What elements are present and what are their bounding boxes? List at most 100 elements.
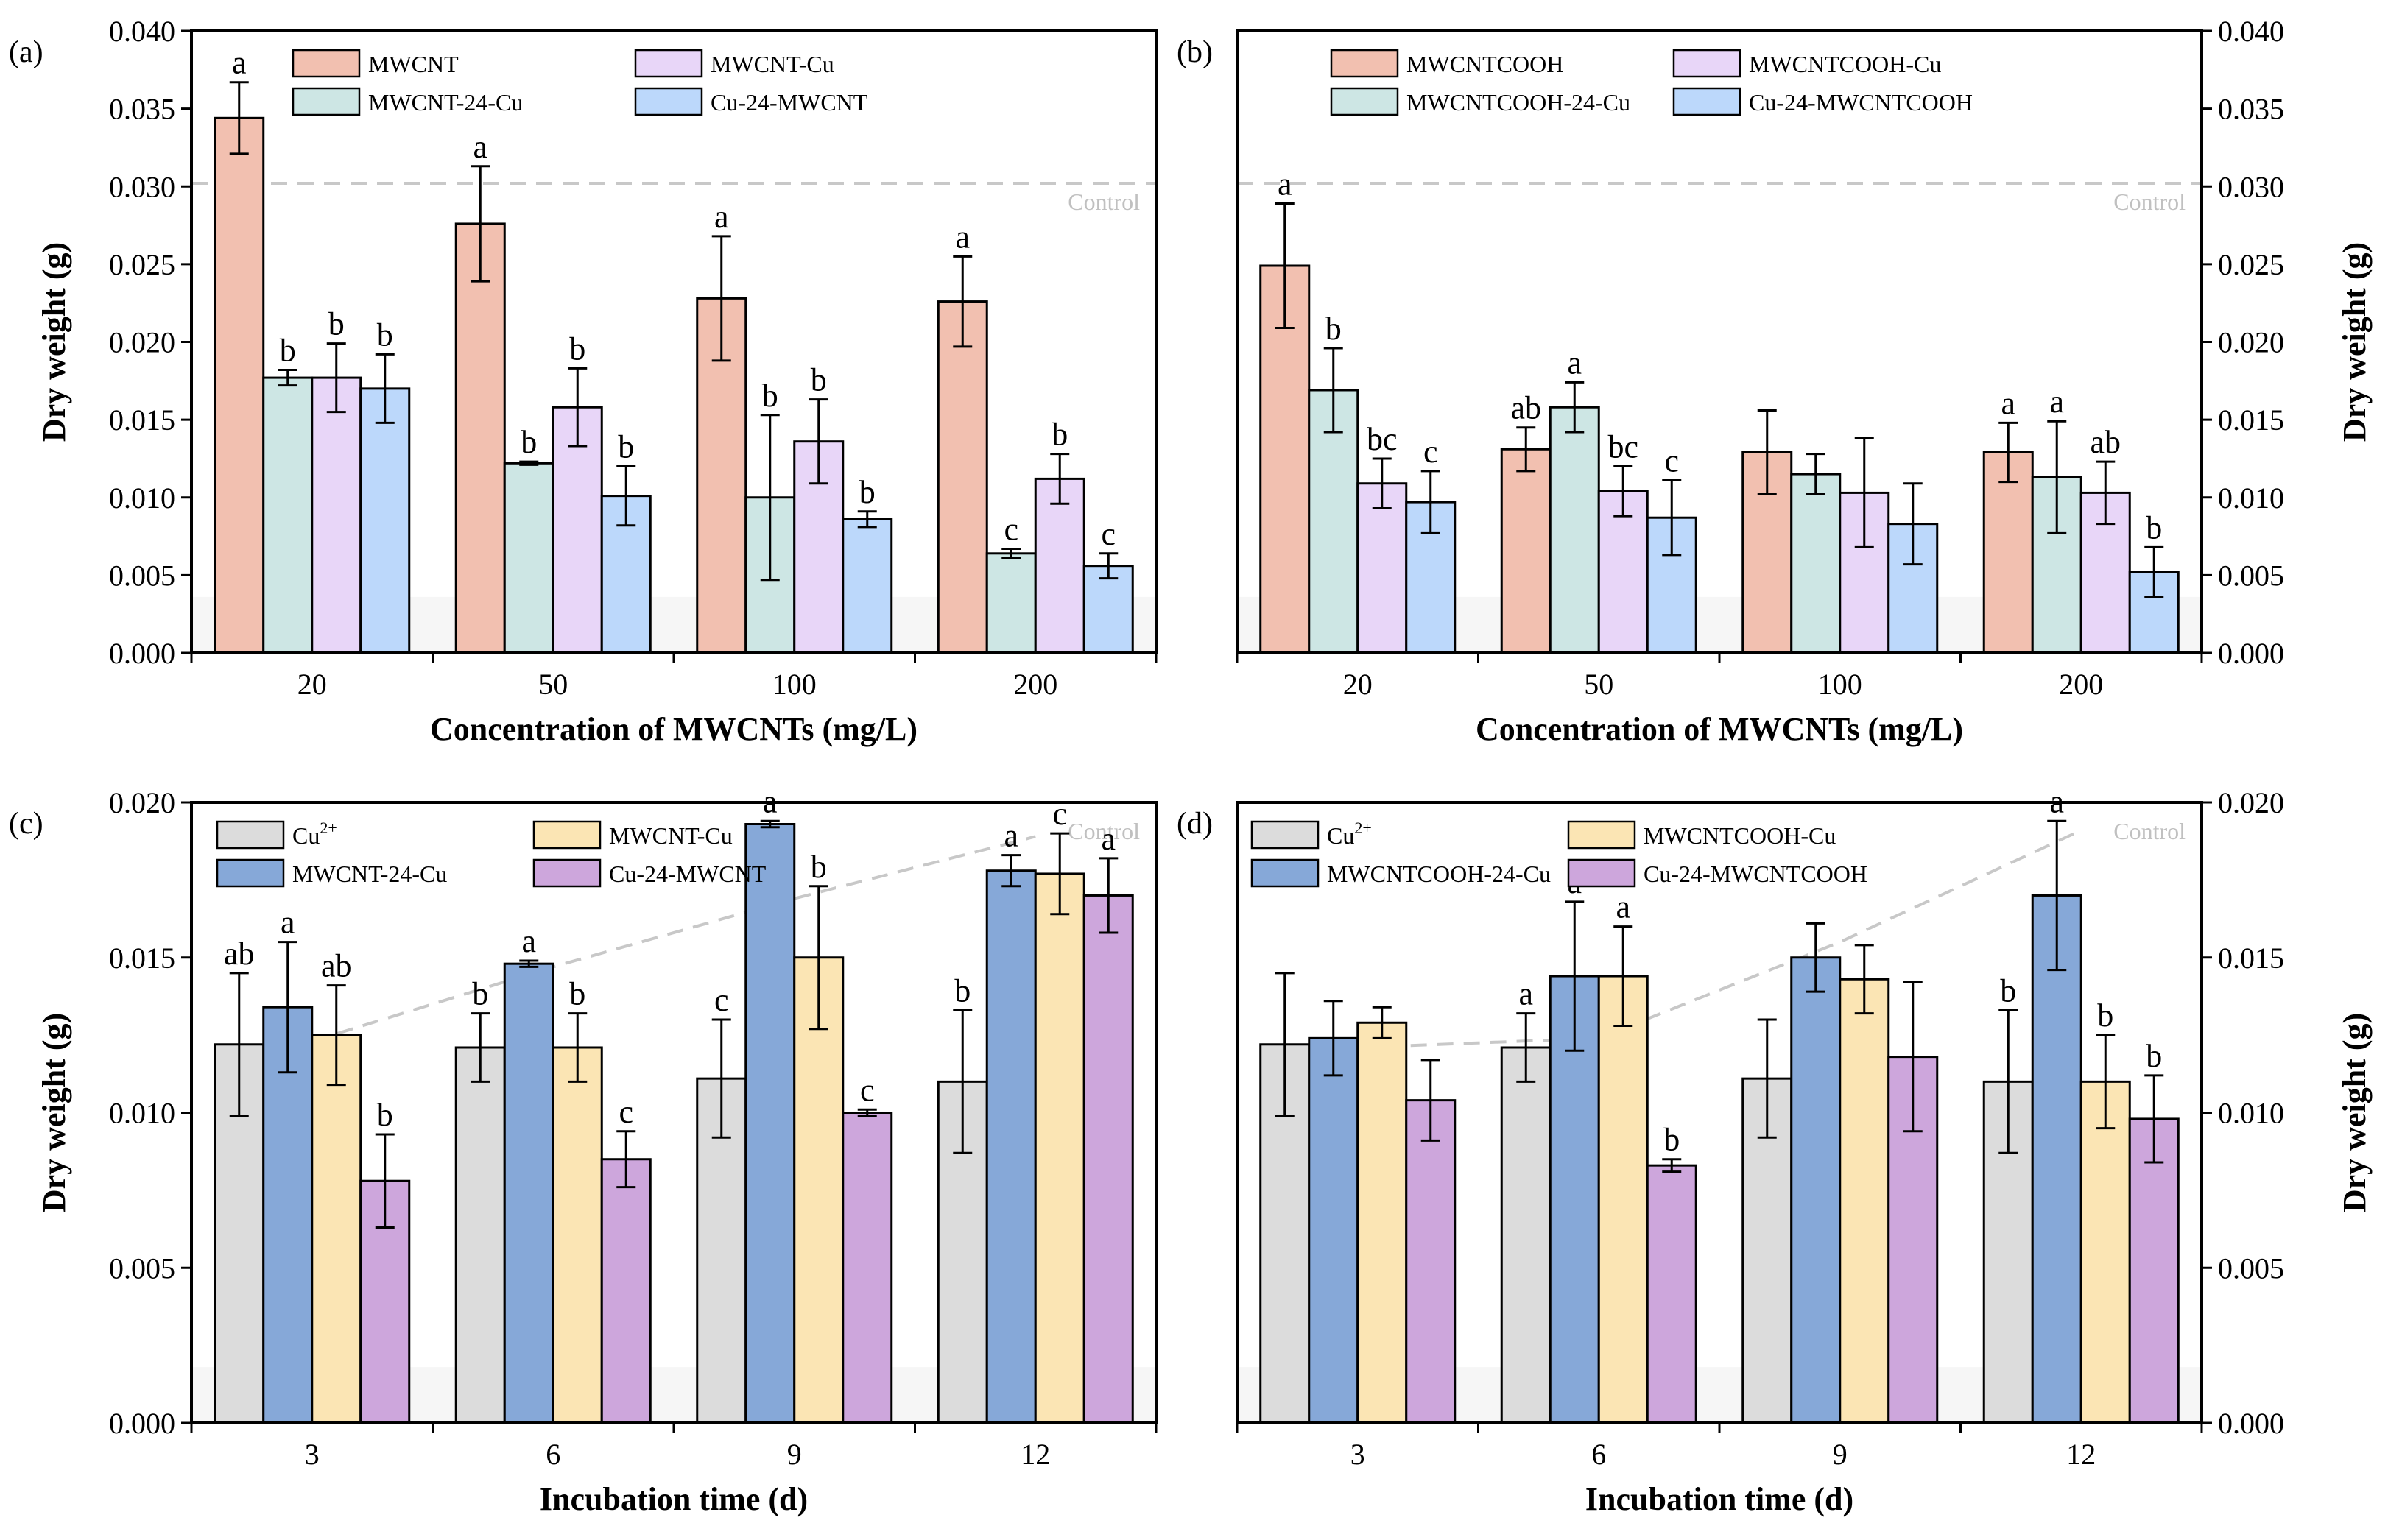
- bar: [2079, 1080, 2131, 1424]
- bar: [2128, 1117, 2180, 1424]
- y-tick-label: 0.005: [109, 559, 175, 592]
- bar: [1308, 1036, 1359, 1424]
- legend-swatch: [634, 87, 703, 116]
- significance-letter: b: [280, 333, 296, 369]
- significance-letter: a: [281, 905, 295, 941]
- y-tick-label: 0.010: [109, 1097, 175, 1130]
- bar: [1405, 1099, 1457, 1424]
- significance-letter: b: [1663, 1122, 1680, 1158]
- y-tick-label: 0.015: [109, 942, 175, 975]
- legend-label: MWCNT: [368, 51, 459, 77]
- bar: [1839, 978, 1890, 1424]
- significance-letter: c: [619, 1094, 633, 1130]
- x-tick-label: 9: [1833, 1438, 1848, 1471]
- bar: [454, 1046, 506, 1424]
- x-tick-label: 12: [2066, 1438, 2096, 1471]
- control-line: [311, 835, 1036, 1043]
- significance-letter: a: [521, 923, 536, 959]
- bar: [1646, 1164, 1697, 1424]
- legend-label: MWCNTCOOH-24-Cu: [1327, 861, 1551, 887]
- significance-letter: c: [1664, 443, 1679, 479]
- legend-label: MWCNTCOOH-Cu: [1749, 51, 1941, 77]
- x-axis-title: Concentration of MWCNTs (mg/L): [1476, 711, 1963, 747]
- significance-letter: ab: [1510, 390, 1541, 426]
- legend-label: MWCNT-24-Cu: [292, 861, 447, 887]
- x-tick-label: 9: [787, 1438, 802, 1471]
- x-tick-label: 200: [1013, 668, 1057, 701]
- x-axis-title: Incubation time (d): [540, 1481, 808, 1517]
- bar: [2031, 894, 2082, 1424]
- y-tick-label: 0.040: [2218, 15, 2284, 48]
- significance-letter: b: [377, 1097, 393, 1133]
- bar: [1790, 473, 1842, 654]
- x-axis-title: Incubation time (d): [1585, 1481, 1853, 1517]
- x-tick-label: 100: [1818, 668, 1862, 701]
- significance-letter: b: [377, 317, 393, 353]
- y-tick-label: 0.010: [2218, 1097, 2284, 1130]
- significance-letter: ab: [224, 936, 255, 972]
- significance-letter: b: [328, 306, 345, 342]
- legend-swatch: [1672, 87, 1741, 116]
- significance-letter: b: [811, 362, 827, 398]
- y-tick-label: 0.000: [2218, 1407, 2284, 1440]
- significance-letter: b: [2146, 509, 2162, 545]
- legend-swatch: [532, 820, 602, 850]
- panel-tag: (a): [9, 35, 43, 69]
- significance-letter: c: [1052, 796, 1067, 832]
- bar: [214, 116, 265, 654]
- y-tick-label: 0.010: [109, 481, 175, 515]
- legend-label: Cu2+: [1327, 819, 1372, 849]
- x-tick-label: 3: [1350, 1438, 1365, 1471]
- bar: [1259, 264, 1311, 654]
- x-tick-label: 6: [1591, 1438, 1606, 1471]
- significance-letter: c: [1423, 434, 1438, 470]
- control-label: Control: [1068, 188, 1140, 215]
- significance-letter: b: [762, 378, 778, 414]
- significance-letter: a: [232, 45, 247, 81]
- bar: [744, 823, 796, 1424]
- legend-swatch: [1567, 858, 1636, 888]
- significance-letter: c: [1004, 511, 1018, 547]
- y-tick-label: 0.040: [109, 15, 175, 48]
- y-tick-label: 0.020: [109, 326, 175, 359]
- y-axis-title: Dry weight (g): [2336, 1013, 2373, 1212]
- legend-swatch: [1250, 820, 1320, 850]
- significance-letter: a: [2049, 384, 2064, 420]
- panel-tag: (d): [1177, 807, 1213, 841]
- legend-label-superscript: 2+: [320, 819, 337, 837]
- legend-label-base: Cu: [292, 822, 320, 849]
- y-tick-label: 0.010: [2218, 481, 2284, 515]
- significance-letter: b: [954, 972, 971, 1009]
- panel-tag: (c): [9, 807, 43, 841]
- y-tick-label: 0.030: [109, 170, 175, 203]
- x-tick-label: 100: [772, 668, 817, 701]
- bar: [503, 962, 554, 1424]
- panel-a: Controlaaaabbbcbbbbbbbc0.0000.0050.0100.…: [9, 15, 1158, 747]
- legend-label: MWCNTCOOH-Cu: [1644, 822, 1836, 849]
- y-tick-label: 0.020: [2218, 786, 2284, 819]
- x-tick-label: 6: [546, 1438, 560, 1471]
- bar: [1034, 477, 1085, 654]
- y-tick-label: 0.000: [109, 637, 175, 670]
- legend-swatch: [1330, 87, 1399, 116]
- legend-label: Cu2+: [292, 819, 337, 849]
- legend-swatch: [216, 820, 285, 850]
- significance-letter: b: [859, 474, 876, 510]
- y-tick-label: 0.020: [2218, 326, 2284, 359]
- y-tick-label: 0.000: [109, 1407, 175, 1440]
- y-tick-label: 0.025: [2218, 248, 2284, 281]
- legend-label: MWCNT-Cu: [711, 51, 834, 77]
- legend-label: Cu-24-MWCNT: [711, 89, 868, 116]
- y-tick-label: 0.015: [2218, 403, 2284, 437]
- y-tick-label: 0.015: [2218, 942, 2284, 975]
- significance-letter: a: [1616, 889, 1630, 925]
- panel-d: Controlabaaabbb0.0000.0050.0100.0150.020…: [1177, 783, 2373, 1517]
- y-tick-label: 0.025: [109, 248, 175, 281]
- significance-letter: c: [714, 982, 729, 1018]
- significance-letter: a: [2001, 385, 2015, 421]
- panel-tag: (b): [1177, 35, 1213, 69]
- bar: [1597, 975, 1649, 1424]
- bar: [552, 1046, 603, 1424]
- legend-label: MWCNT-Cu: [609, 822, 733, 849]
